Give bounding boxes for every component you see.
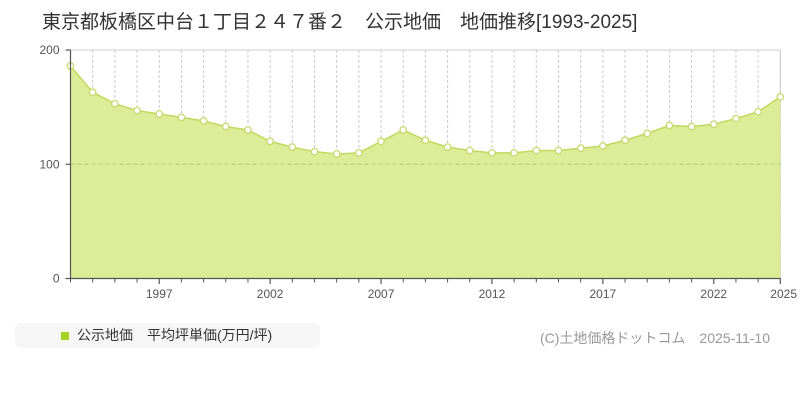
svg-text:200: 200 xyxy=(39,43,59,57)
svg-text:1997: 1997 xyxy=(146,287,173,301)
svg-text:2007: 2007 xyxy=(368,287,395,301)
svg-text:2002: 2002 xyxy=(257,287,284,301)
svg-text:2012: 2012 xyxy=(479,287,506,301)
svg-text:2017: 2017 xyxy=(589,287,616,301)
svg-text:0: 0 xyxy=(53,272,60,286)
svg-text:2025: 2025 xyxy=(770,287,797,301)
svg-text:100: 100 xyxy=(39,157,59,171)
svg-text:2022: 2022 xyxy=(700,287,727,301)
